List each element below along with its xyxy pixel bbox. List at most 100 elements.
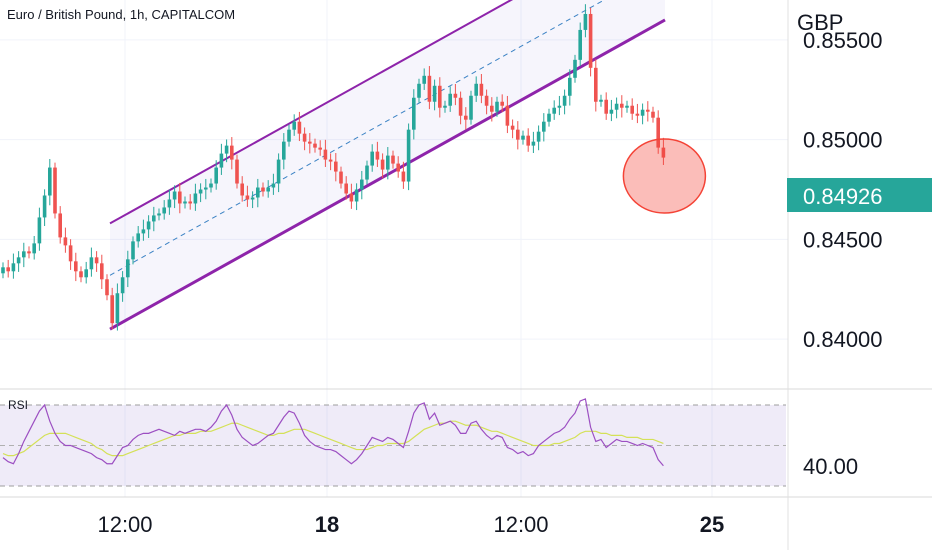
candle-body [531,141,536,146]
candle-body [152,215,156,222]
candle-body [542,121,546,132]
time-axis-labels[interactable]: 12:00 18 12:00 25 [97,512,724,537]
candle-body [261,187,265,192]
candle-body [74,261,78,272]
candle-body [547,113,551,122]
price-axis-label: 0.85000 [803,128,883,153]
breakdown-highlight-circle[interactable] [622,138,707,214]
candle-body [640,109,645,116]
time-axis-label: 25 [700,512,724,537]
candle-body [302,133,307,142]
candle-body [396,163,400,172]
candle-body [141,229,146,234]
candle-body [162,207,166,214]
candle-body [328,159,333,162]
candle-body [625,105,629,108]
candle-body [568,77,572,96]
candle-body [578,29,582,60]
candle-body [84,269,88,278]
candle-body [136,233,140,242]
candle-body [516,129,520,140]
candle-body [500,101,504,106]
candle-body [464,115,468,120]
candle-body [308,141,312,144]
candle-body [120,277,125,294]
candle-body [490,105,494,112]
candle-body [651,111,655,118]
candle-body [583,13,588,30]
candle-body [630,105,634,114]
candle-body [599,99,603,102]
candle-body [365,165,369,180]
candle-body [536,131,541,142]
candle-body [422,75,426,84]
candle-body [245,195,250,200]
price-axis-labels[interactable]: 0.85500 0.85000 0.84500 0.84000 [803,28,883,352]
candle-body [406,129,411,182]
candle-body [214,167,218,184]
candle-body [22,251,26,258]
candle-body [661,147,666,158]
rsi-axis-label: 40.00 [803,454,858,479]
candle-body [6,267,10,272]
candle-body [635,113,640,116]
candle-body [250,197,255,200]
candle-body [604,99,608,114]
candle-body [240,183,244,196]
candle-body [16,257,21,264]
candle-body [219,153,224,168]
candle-body [266,187,270,192]
candle-body [469,95,473,120]
rsi-line [2,398,664,467]
time-axis-label: 18 [315,512,339,537]
candle-body [94,257,99,264]
candle-body [495,101,499,112]
candle-body [588,13,593,68]
channel-upper-line[interactable] [109,0,665,225]
candle-body [318,147,322,150]
candle-body [204,187,208,190]
price-axis-label: 0.84500 [803,227,883,252]
candle-body [349,193,354,202]
candle-body [193,193,198,204]
candle-body [53,167,57,214]
candle-body [375,151,380,160]
candle-body [89,257,94,270]
candle-body [188,201,192,204]
candle-body [401,171,406,182]
candle-body [292,121,296,130]
candle-body [453,93,458,98]
candle-body [48,167,52,196]
candle-body [235,159,239,184]
candle-body [183,201,187,204]
candle-body [458,97,463,116]
rsi-label: RSI [8,398,28,412]
candle-body [354,189,359,202]
candle-body [656,117,660,148]
candle-body [146,221,151,230]
candle-body [448,93,452,106]
channel-median-line[interactable] [109,0,665,276]
candle-body [479,83,484,96]
candle-body [297,121,302,134]
candle-body [178,191,182,204]
time-axis-label: 12:00 [97,512,152,537]
candle-body [412,97,416,130]
candle-body [209,183,213,188]
candlestick-series [1,4,666,331]
candle-body [573,59,577,78]
candle-body [521,135,525,140]
candle-body [391,155,395,164]
candle-body [594,67,598,102]
current-price-tag [787,178,932,212]
candle-body [313,143,317,148]
candle-body [339,171,343,184]
candle-body [609,109,614,114]
candle-body [282,141,286,160]
candle-body [620,103,624,108]
candle-body [68,245,73,262]
candle-body [526,135,530,146]
candle-body [562,95,567,106]
candle-body [271,183,276,188]
